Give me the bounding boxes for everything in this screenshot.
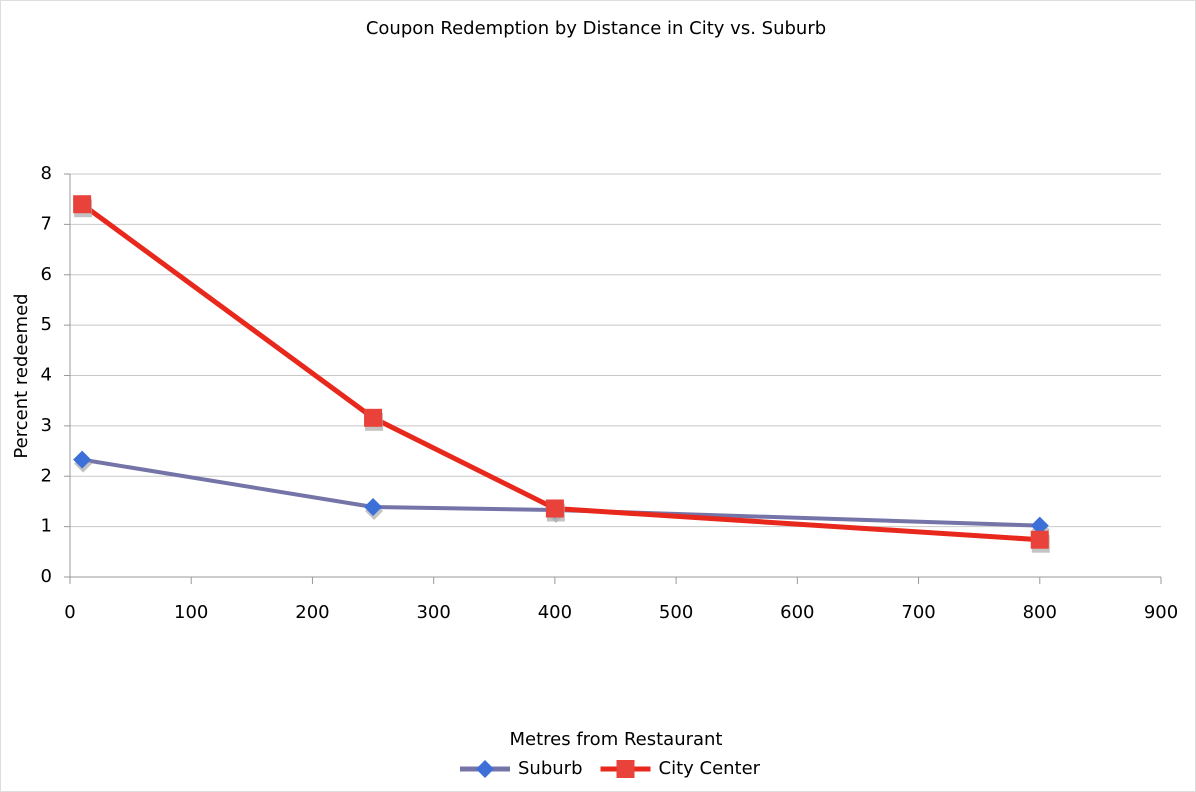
y-tick-label: 2	[41, 465, 52, 486]
data-point	[1030, 530, 1049, 549]
x-tick-label: 700	[901, 602, 935, 623]
data-point	[1030, 516, 1049, 535]
y-tick-label: 7	[41, 213, 52, 234]
x-tick-label: 400	[538, 602, 572, 623]
x-tick-label: 900	[1144, 602, 1178, 623]
x-tick-label: 800	[1023, 602, 1057, 623]
y-tick-label: 5	[41, 314, 52, 335]
y-tick-label: 1	[41, 516, 52, 537]
legend-label: City Center	[659, 758, 761, 779]
y-tick-label: 4	[41, 365, 52, 386]
series-line	[80, 202, 1040, 543]
x-tick-label: 600	[780, 602, 814, 623]
y-tick-label: 6	[41, 264, 52, 285]
x-tick-label: 100	[174, 602, 208, 623]
x-tick-label: 0	[64, 602, 75, 623]
legend-marker	[616, 760, 635, 778]
x-tick-label: 500	[659, 602, 693, 623]
x-axis-label: Metres from Restaurant	[510, 729, 723, 750]
x-tick-label: 300	[416, 602, 450, 623]
data-point	[364, 497, 383, 516]
y-tick-label: 0	[41, 566, 52, 587]
legend-marker	[476, 760, 494, 778]
data-point	[364, 408, 383, 427]
y-axis-label: Percent redeemed	[11, 293, 32, 458]
y-tick-label: 3	[41, 415, 52, 436]
data-point	[73, 195, 92, 214]
data-point	[545, 499, 564, 518]
series-line	[81, 457, 1040, 528]
chart-title: Coupon Redemption by Distance in City vs…	[366, 18, 826, 39]
legend-label: Suburb	[518, 758, 583, 779]
data-point	[73, 450, 92, 469]
x-tick-label: 200	[295, 602, 329, 623]
y-tick-label: 8	[41, 163, 52, 184]
